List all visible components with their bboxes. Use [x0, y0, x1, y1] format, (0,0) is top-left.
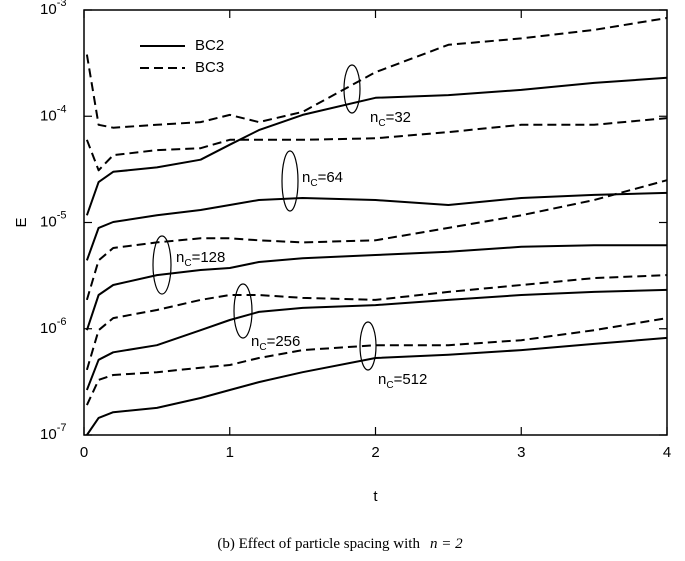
series-line	[85, 288, 668, 391]
series-line	[85, 244, 667, 331]
annotation: nC=256	[251, 333, 300, 353]
series-line	[85, 179, 668, 301]
y-tick-exponent: -5	[57, 209, 67, 221]
annotation-base: n	[302, 169, 310, 186]
annotation-base: n	[378, 371, 386, 388]
series-line	[85, 117, 668, 172]
annotation-ellipse	[152, 235, 172, 295]
annotation-subscript: C	[378, 118, 385, 129]
y-tick-exponent: -7	[57, 422, 67, 434]
y-axis-label: E	[13, 217, 30, 227]
annotation: nC=64	[302, 169, 343, 189]
legend-label: BC3	[195, 59, 224, 76]
annotation-subscript: C	[184, 258, 191, 269]
y-tick-exponent: -3	[57, 0, 67, 9]
annotation-ellipse	[359, 321, 377, 371]
annotation-subscript: C	[310, 178, 317, 189]
y-tick-label: 10-7	[40, 422, 66, 443]
series-line	[86, 336, 668, 436]
annotation-subscript: C	[259, 342, 266, 353]
annotation-ellipse	[281, 150, 299, 212]
y-tick-label: 10-6	[40, 316, 66, 337]
annotation-text: =128	[192, 249, 226, 266]
y-tick-label: 10-5	[40, 209, 66, 230]
x-tick-label: 4	[663, 444, 671, 461]
series-line	[85, 191, 668, 261]
y-tick-base: 10	[40, 320, 57, 337]
y-tick-label: 10-4	[40, 103, 66, 124]
y-tick-base: 10	[40, 426, 57, 443]
caption-text: (b) Effect of particle spacing with	[217, 536, 420, 552]
y-tick-base: 10	[40, 1, 57, 18]
x-tick-label: 2	[371, 444, 379, 461]
annotation-text: =64	[318, 169, 343, 186]
caption-math: n = 2	[430, 536, 463, 552]
annotation-base: n	[176, 249, 184, 266]
y-tick-exponent: -6	[57, 316, 67, 328]
x-tick-label: 0	[80, 444, 88, 461]
y-tick-label: 10-3	[40, 0, 66, 18]
y-tick-exponent: -4	[57, 103, 67, 115]
legend-label: BC2	[195, 37, 224, 54]
x-tick-label: 1	[226, 444, 234, 461]
x-tick-label: 3	[517, 444, 525, 461]
caption: (b) Effect of particle spacing with n = 2	[217, 536, 463, 552]
x-axis-label: t	[373, 488, 378, 505]
series-line	[85, 317, 668, 406]
y-tick-base: 10	[40, 107, 57, 124]
annotation-base: n	[251, 333, 259, 350]
annotation: nC=512	[378, 371, 427, 391]
annotation-ellipse	[233, 283, 253, 339]
annotation-text: =512	[394, 371, 428, 388]
series-line	[85, 17, 668, 129]
annotation: nC=128	[176, 249, 225, 269]
annotation-text: =32	[386, 109, 411, 126]
series-line	[85, 274, 668, 371]
y-tick-base: 10	[40, 213, 57, 230]
annotation-text: =256	[267, 333, 301, 350]
series-line	[85, 76, 668, 216]
annotation: nC=32	[370, 109, 411, 129]
annotation-subscript: C	[386, 380, 393, 391]
annotation-ellipse	[343, 64, 361, 114]
annotation-base: n	[370, 109, 378, 126]
